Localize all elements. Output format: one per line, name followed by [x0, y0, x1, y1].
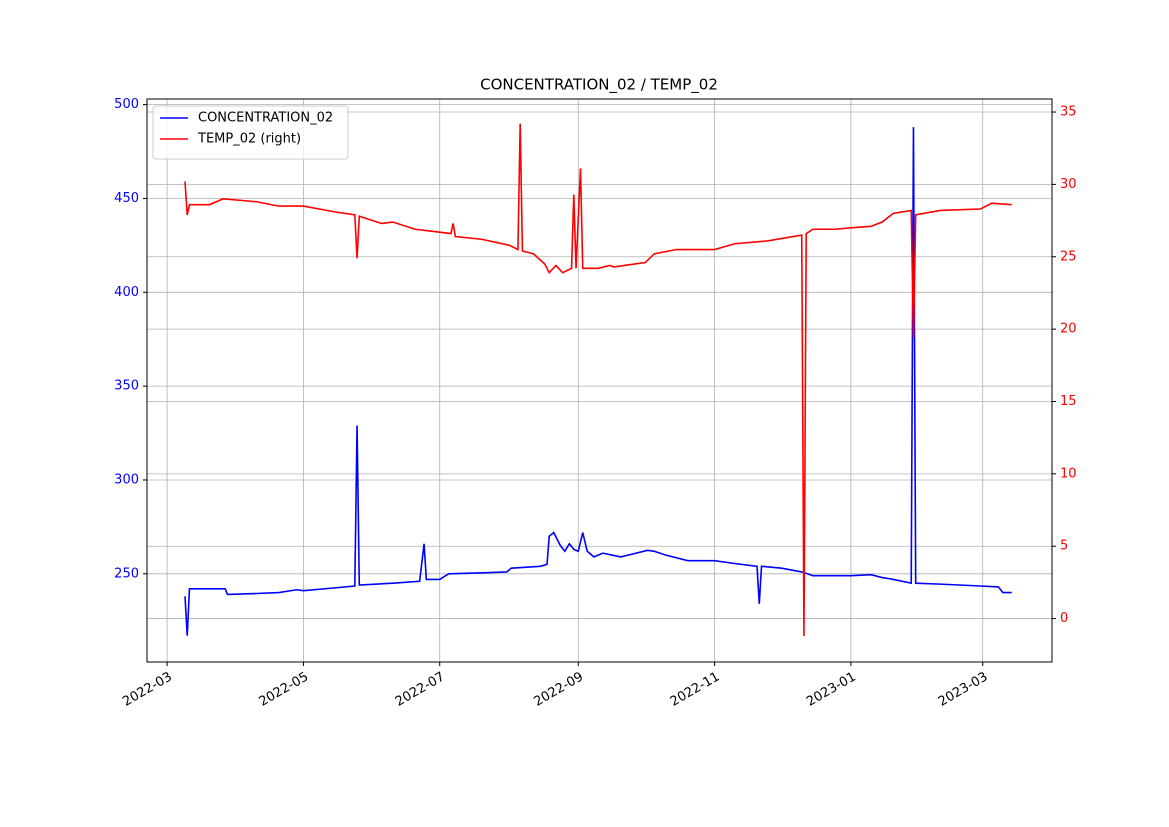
y2-tick-label: 10 [1060, 466, 1077, 481]
y-tick-label: 300 [114, 472, 139, 487]
series-line [184, 127, 1012, 636]
y2-tick-label: 5 [1060, 539, 1068, 554]
y-tick-label: 400 [114, 285, 139, 300]
y2-tick-label: 0 [1060, 611, 1068, 626]
legend-label: CONCENTRATION_02 [198, 111, 333, 126]
y2-tick-label: 15 [1060, 394, 1077, 409]
plot-frame [146, 98, 1053, 663]
y2-tick-label: 35 [1060, 105, 1077, 120]
y2-tick-label: 30 [1060, 177, 1077, 192]
legend-label: TEMP_02 (right) [197, 132, 301, 147]
chart-title: CONCENTRATION_02 / TEMP_02 [480, 76, 718, 95]
legend-box [152, 105, 349, 160]
y2-tick-label: 20 [1060, 322, 1077, 337]
y-tick-label: 350 [114, 379, 139, 394]
y-tick-label: 500 [114, 97, 139, 112]
y-tick-label: 450 [114, 191, 139, 206]
series-line [184, 123, 1012, 636]
y2-tick-label: 25 [1060, 249, 1077, 264]
y-tick-label: 250 [114, 566, 139, 581]
